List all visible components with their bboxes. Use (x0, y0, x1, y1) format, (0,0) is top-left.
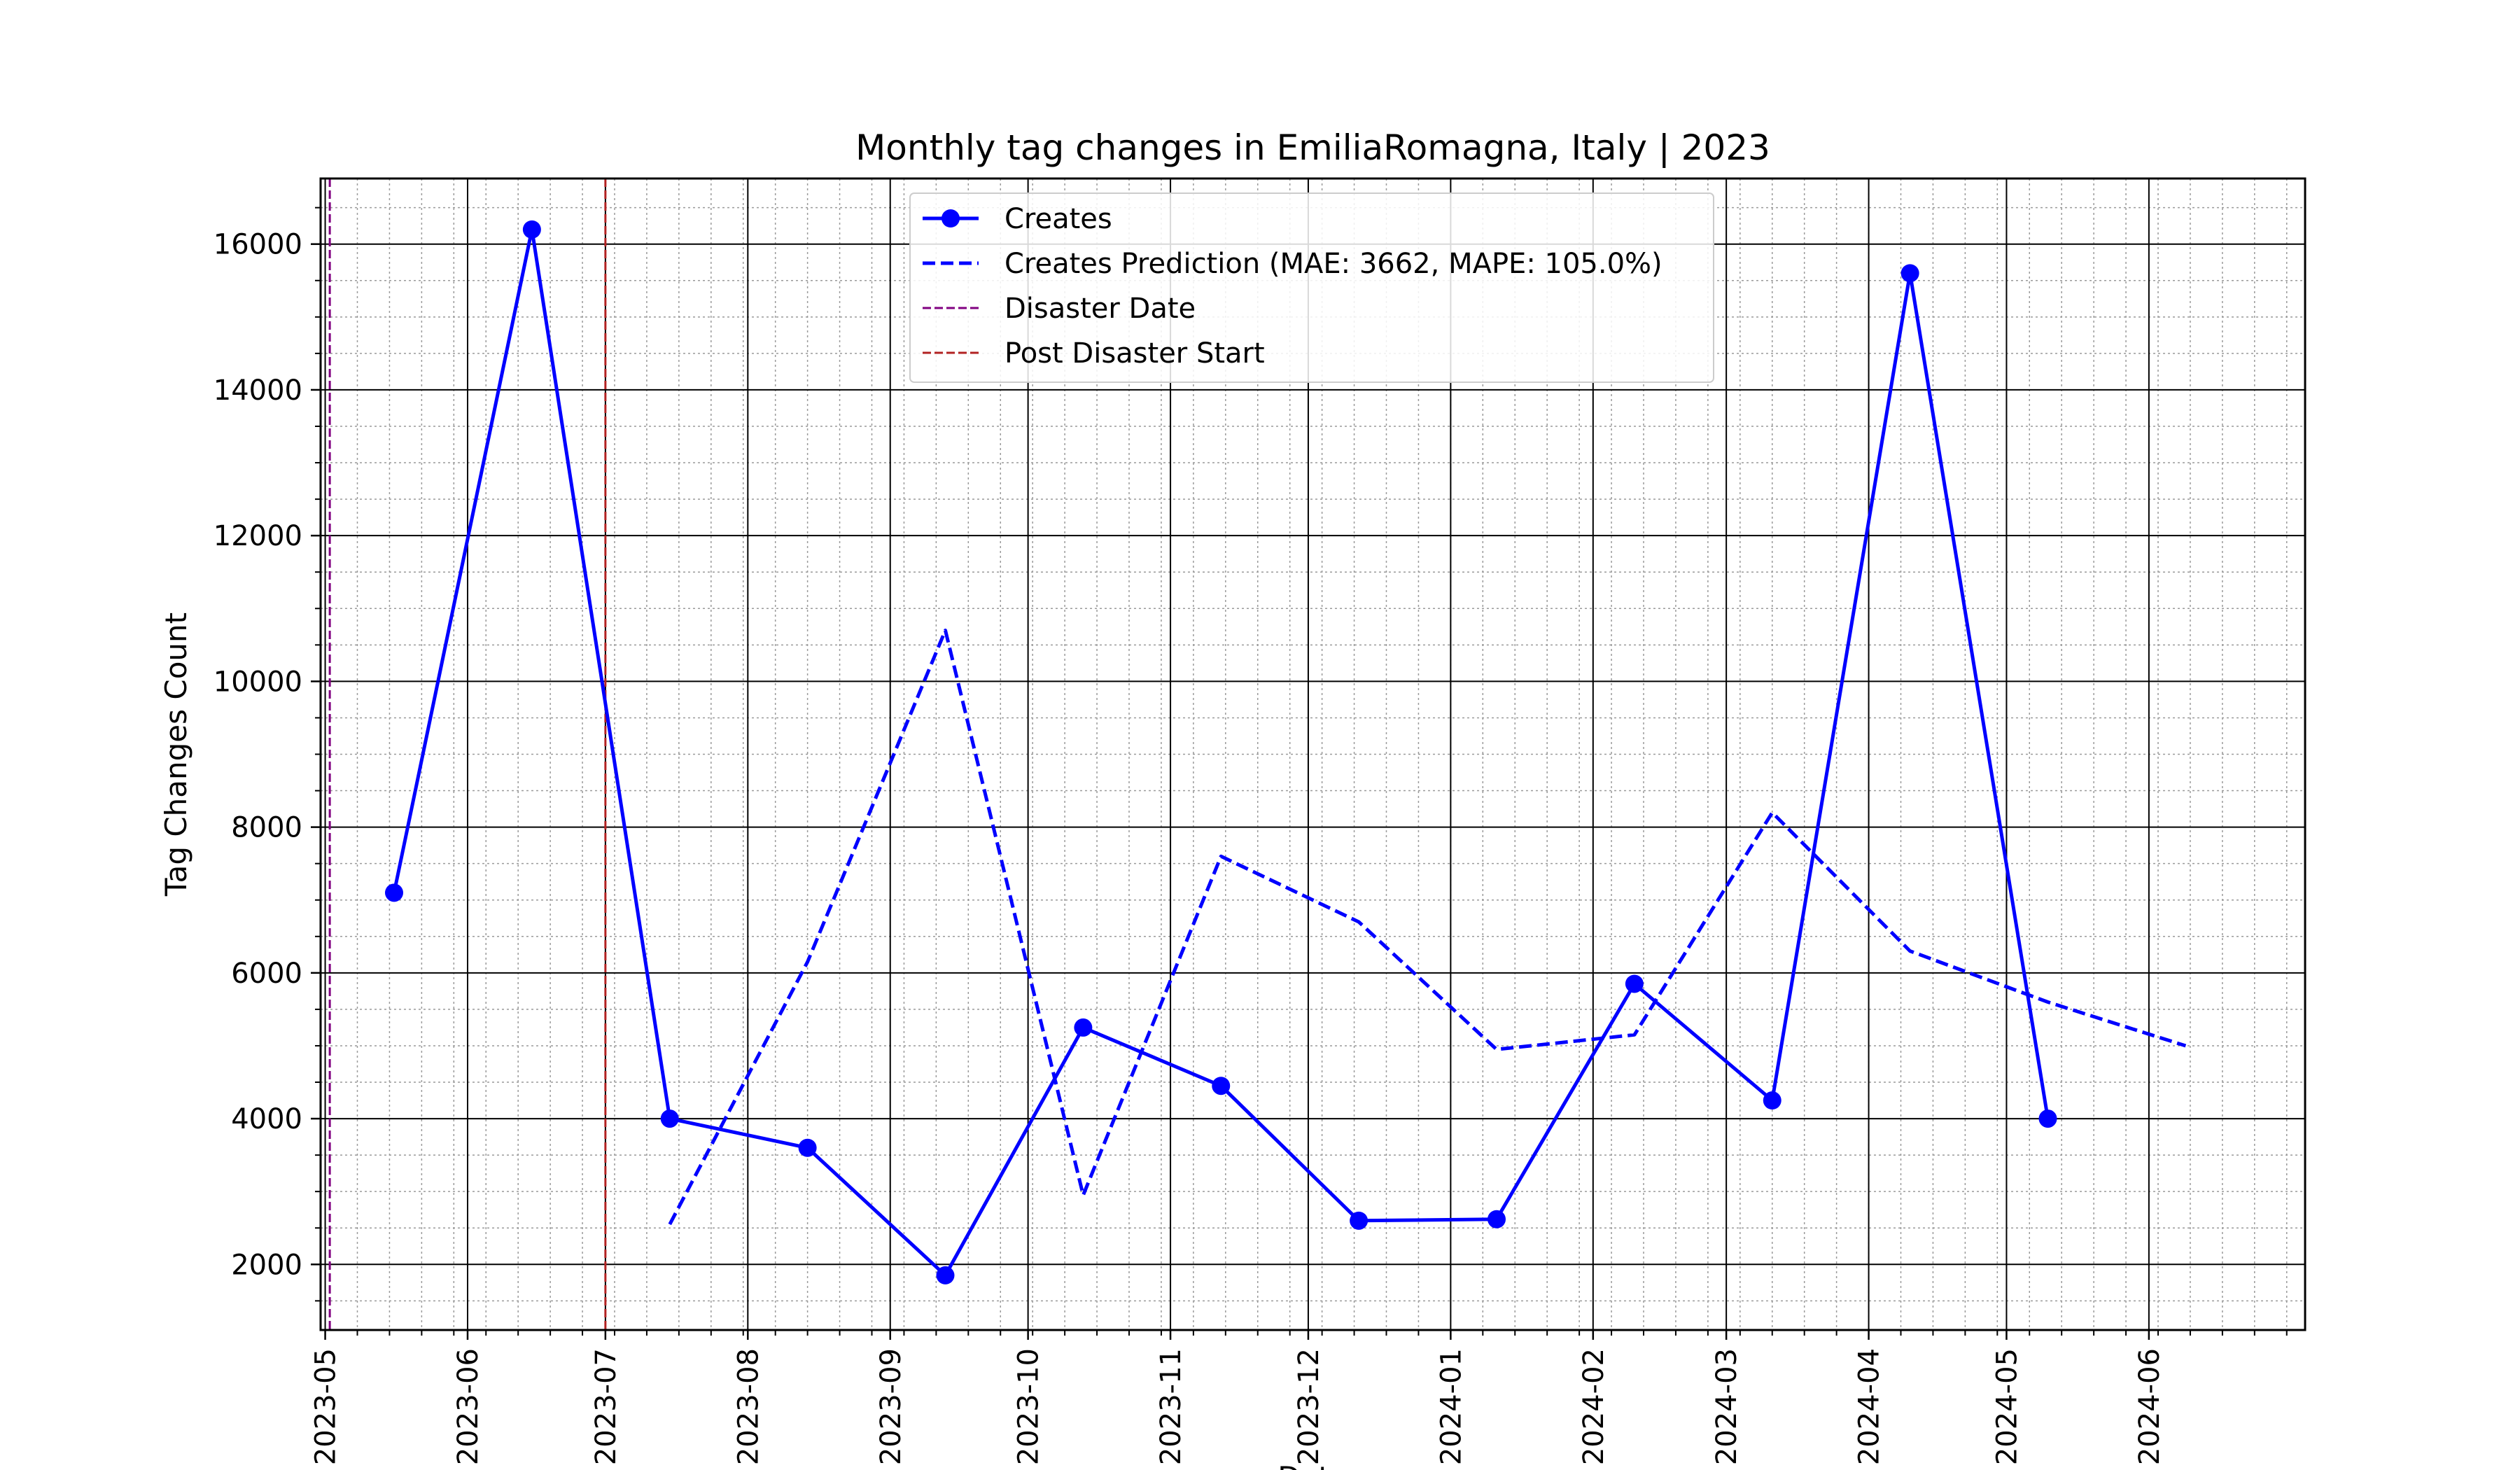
data-point (660, 1110, 679, 1128)
y-tick-label: 6000 (231, 958, 302, 990)
data-point (1900, 264, 1919, 283)
legend-label: Disaster Date (1004, 293, 1196, 325)
y-tick-label: 12000 (214, 520, 302, 552)
y-tick-label: 2000 (231, 1249, 302, 1281)
data-point (1625, 974, 1644, 993)
legend-items: Creates Creates Prediction (MAE: 3662, MA… (923, 203, 1662, 370)
chart-title: Monthly tag changes in EmiliaRomagna, It… (855, 127, 1770, 168)
x-tick-label: 2023-12 (1293, 1348, 1325, 1465)
series-layer (385, 220, 2187, 1284)
x-tick-label: 2023-06 (452, 1348, 484, 1465)
x-tick-label: 2023-05 (310, 1348, 342, 1465)
x-tick-label: 2024-05 (1991, 1348, 2023, 1465)
x-tick-label: 2023-10 (1013, 1348, 1045, 1465)
x-tick-label: 2023-08 (732, 1348, 764, 1465)
x-tick-label: 2023-11 (1155, 1348, 1187, 1465)
reference-lines (328, 178, 607, 1330)
data-point (1763, 1091, 1782, 1110)
x-tick-label: 2024-04 (1854, 1348, 1886, 1465)
y-axis: 2000 4000 6000 8000 10000 12000 14000 16000 (214, 206, 321, 1302)
data-point (385, 883, 403, 902)
y-tick-label: 4000 (231, 1103, 302, 1135)
data-point (936, 1266, 955, 1284)
data-point (2038, 1110, 2057, 1128)
x-axis-label: Date (1278, 1460, 1348, 1470)
legend: Creates Creates Prediction (MAE: 3662, MA… (909, 192, 1714, 383)
y-tick-label: 8000 (231, 812, 302, 844)
data-point (1350, 1211, 1368, 1230)
data-point (522, 220, 541, 239)
legend-label: Creates (1004, 203, 1112, 235)
data-point (798, 1138, 817, 1157)
x-tick-label: 2023-09 (875, 1348, 907, 1465)
x-tick-label: 2024-01 (1435, 1348, 1467, 1465)
y-axis-label: Tag Changes Count (159, 612, 193, 897)
legend-box (909, 192, 1714, 383)
x-tick-label: 2023-07 (590, 1348, 622, 1465)
legend-label: Creates Prediction (MAE: 3662, MAPE: 105… (1004, 248, 1662, 280)
series-line (668, 629, 2187, 1226)
y-tick-label: 14000 (214, 374, 302, 407)
x-tick-label: 2024-02 (1578, 1348, 1610, 1465)
data-point (1212, 1077, 1231, 1096)
x-tick-label: 2024-06 (2134, 1348, 2166, 1465)
y-tick-label: 16000 (214, 229, 302, 261)
y-tick-label: 10000 (214, 666, 302, 698)
x-axis: 2023-05 2023-06 2023-07 2023-08 2023-09 2023-… (310, 1330, 2288, 1465)
data-point (1074, 1018, 1093, 1037)
legend-marker (941, 209, 960, 227)
legend-label: Post Disaster Start (1004, 337, 1265, 370)
x-tick-label: 2024-03 (1711, 1348, 1743, 1465)
data-point (1488, 1210, 1506, 1228)
